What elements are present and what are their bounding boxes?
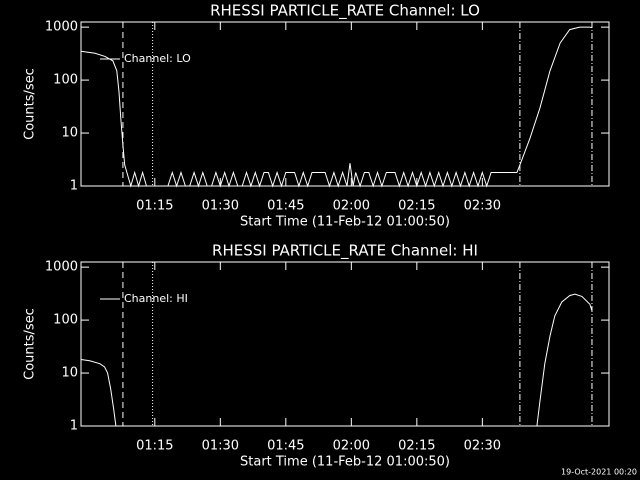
x-tick-label: 01:15	[136, 199, 173, 214]
x-axis-label: Start Time (11-Feb-12 01:00:50)	[240, 215, 450, 230]
legend-label: Channel: HI	[124, 292, 188, 305]
y-tick-label: 1000	[45, 20, 78, 35]
data-line	[80, 359, 117, 427]
y-axis-label: Counts/sec	[23, 68, 38, 140]
y-tick-label: 100	[53, 313, 78, 328]
x-tick-label: 01:30	[202, 199, 239, 214]
y-tick-label: 10	[61, 126, 78, 141]
plot-frame	[80, 21, 610, 187]
x-tick-label: 02:30	[464, 199, 501, 214]
plot-frame	[80, 261, 610, 427]
y-tick-label: 10	[61, 366, 78, 381]
x-tick-label: 02:30	[464, 439, 501, 454]
x-tick-label: 02:00	[333, 199, 370, 214]
chart-title: RHESSI PARTICLE_RATE Channel: LO	[210, 2, 480, 21]
y-tick-label: 1	[70, 179, 78, 194]
legend-label: Channel: LO	[124, 52, 191, 65]
x-tick-label: 01:45	[267, 439, 304, 454]
x-tick-label: 01:30	[202, 439, 239, 454]
x-tick-label: 01:15	[136, 439, 173, 454]
x-tick-label: 02:00	[333, 439, 370, 454]
chart-title: RHESSI PARTICLE_RATE Channel: HI	[212, 242, 478, 261]
x-axis-label: Start Time (11-Feb-12 01:00:50)	[240, 455, 450, 470]
y-axis-label: Counts/sec	[23, 308, 38, 380]
chart: RHESSI PARTICLE_RATE Channel: HI Start Ti…	[23, 242, 610, 470]
data-line	[80, 26, 593, 188]
footer-timestamp: 19-Oct-2021 00:20	[561, 468, 637, 477]
chart: RHESSI PARTICLE_RATE Channel: LO Start Ti…	[23, 2, 610, 230]
data-line	[536, 293, 593, 427]
y-tick-label: 1000	[45, 260, 78, 275]
x-tick-label: 02:15	[398, 439, 435, 454]
y-tick-label: 1	[70, 419, 78, 434]
x-tick-label: 02:15	[398, 199, 435, 214]
y-tick-label: 100	[53, 73, 78, 88]
x-tick-label: 01:45	[267, 199, 304, 214]
